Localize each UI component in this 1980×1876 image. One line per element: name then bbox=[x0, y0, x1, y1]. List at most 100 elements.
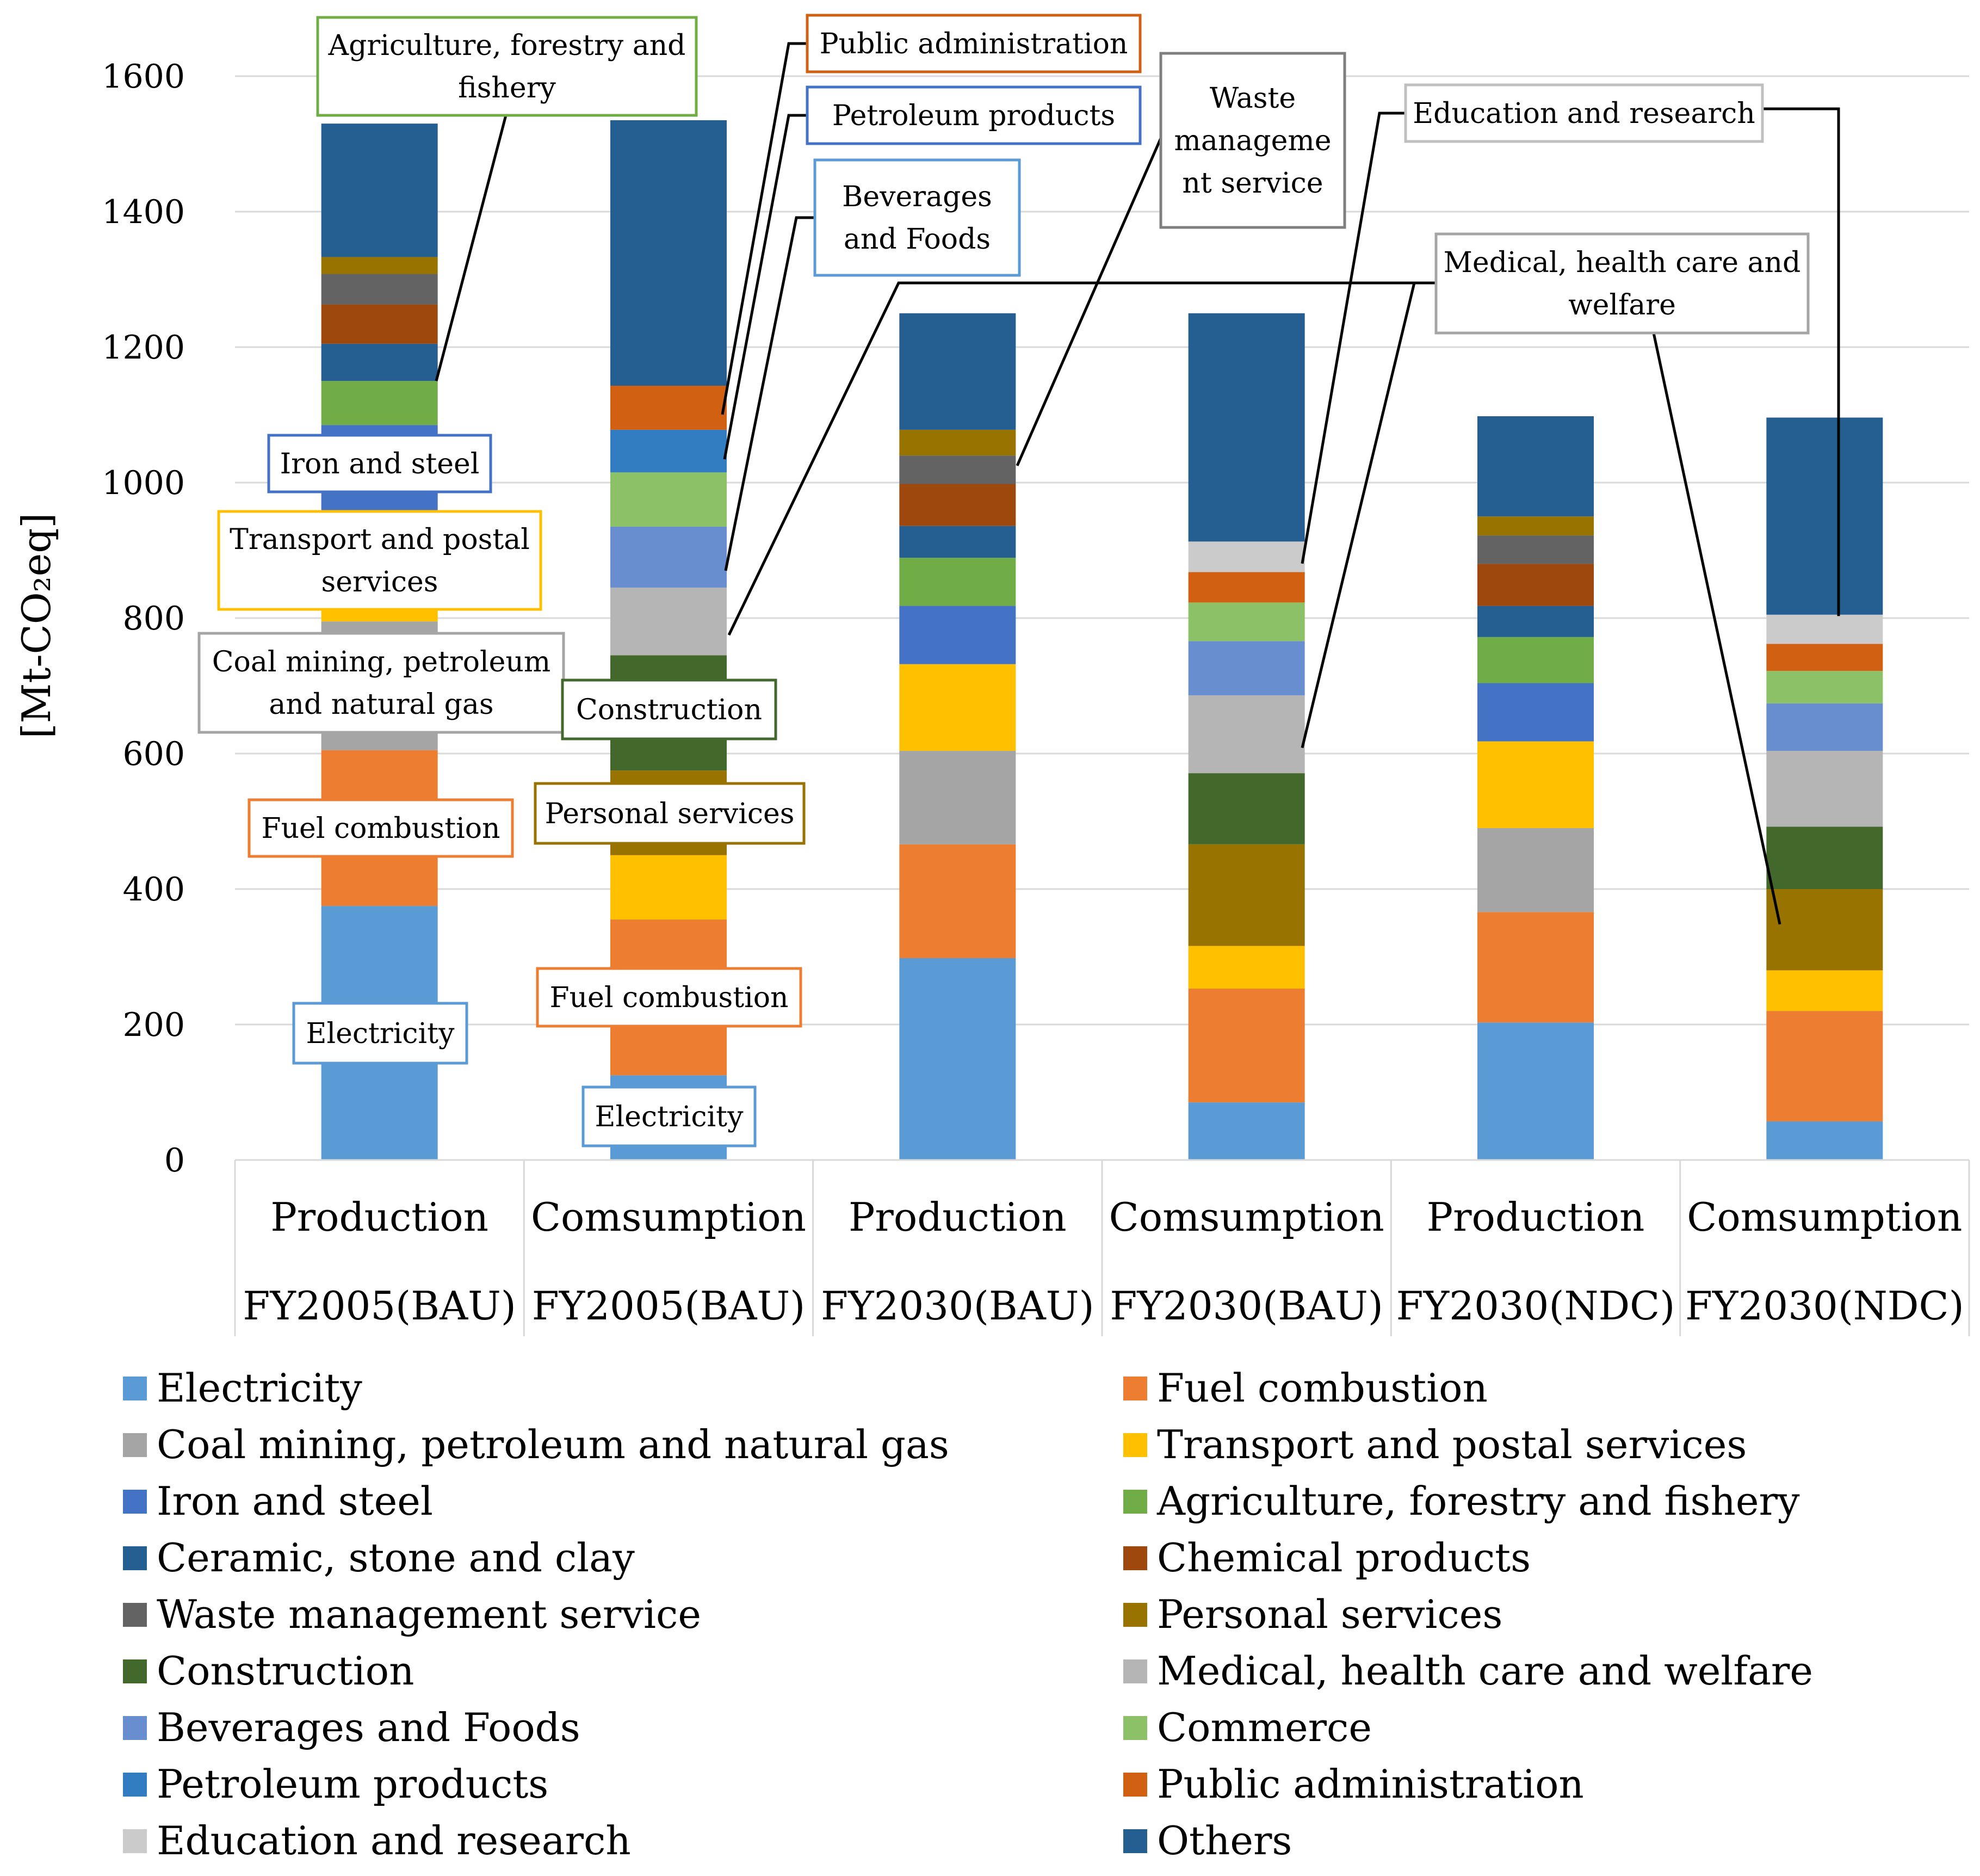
annotation-box-electricity-14 bbox=[292, 1002, 468, 1065]
y-axis-label: [Mt-CO₂eq] bbox=[14, 513, 59, 739]
annotation-box-coal-mining-petroleum-and-natural-gas-9 bbox=[197, 632, 565, 734]
bar-segment-others-5 bbox=[1766, 417, 1883, 615]
legend-label-commerce: Commerce bbox=[1157, 1705, 1372, 1750]
legend-label-iron-and-steel: Iron and steel bbox=[157, 1478, 433, 1524]
y-tick-label-200: 200 bbox=[122, 1006, 185, 1044]
bar-segment-commerce-1 bbox=[610, 472, 727, 527]
bar-segment-fuel-combustion-3 bbox=[1188, 989, 1305, 1103]
legend-swatch-education-and-research bbox=[123, 1829, 147, 1853]
y-tick-label-0: 0 bbox=[164, 1141, 185, 1180]
annotations: Agriculture, forestry and fishery Public a… bbox=[197, 14, 1810, 1147]
legend-swatch-construction bbox=[123, 1659, 147, 1683]
bar-segment-construction-5 bbox=[1766, 826, 1883, 889]
legend-label-electricity: Electricity bbox=[157, 1365, 362, 1411]
x-label-top-5: Comsumption bbox=[1687, 1194, 1962, 1240]
bar-segment-ceramic-stone-and-clay-0 bbox=[321, 343, 438, 381]
annotation-line: Public administration bbox=[820, 28, 1128, 60]
leader-line-education bbox=[1301, 112, 1406, 564]
annotation-line: welfare bbox=[1568, 289, 1676, 322]
bar-segment-chemical-products-0 bbox=[321, 304, 438, 344]
x-label-top-1: Comsumption bbox=[531, 1194, 806, 1240]
leader-line-public-administration bbox=[721, 42, 807, 415]
annotation-line: Petroleum products bbox=[832, 100, 1115, 132]
leader-line-beverages bbox=[724, 216, 815, 571]
bar-segment-beverages-and-foods-5 bbox=[1766, 703, 1883, 751]
x-label-top-0: Production bbox=[270, 1194, 488, 1240]
bar-segment-personal-services-2 bbox=[899, 429, 1016, 456]
annotation-line: Electricity bbox=[595, 1101, 744, 1133]
bar-segment-iron-and-steel-4 bbox=[1477, 683, 1594, 742]
bar-segment-agriculture-forestry-and-fishery-4 bbox=[1477, 637, 1594, 683]
legend-swatch-medical-health-care-and-welfare bbox=[1123, 1659, 1147, 1683]
legend-swatch-transport-and-postal-services bbox=[1123, 1433, 1147, 1457]
annotation-line: services bbox=[321, 566, 438, 598]
legend-label-chemical-products: Chemical products bbox=[1157, 1535, 1531, 1581]
bar-segment-public-administration-3 bbox=[1188, 572, 1305, 603]
annotation-box-waste-management-service-4 bbox=[1159, 52, 1346, 229]
annotation-line: Personal services bbox=[545, 798, 795, 830]
bar-segment-agriculture-forestry-and-fishery-2 bbox=[899, 558, 1016, 606]
bar-segment-coal-mining-petroleum-and-natural-gas-2 bbox=[899, 751, 1016, 844]
legend-label-medical-health-care-and-welfare: Medical, health care and welfare bbox=[1157, 1648, 1813, 1694]
y-tick-label-1600: 1600 bbox=[102, 58, 185, 96]
legend-label-fuel-combustion: Fuel combustion bbox=[1157, 1365, 1488, 1411]
bar-segment-commerce-5 bbox=[1766, 671, 1883, 704]
leader-line-medical-bau bbox=[1301, 281, 1436, 749]
legend-label-personal-services: Personal services bbox=[1157, 1591, 1502, 1637]
legend-label-petroleum-products: Petroleum products bbox=[157, 1761, 548, 1807]
legend-swatch-public-administration bbox=[1123, 1773, 1147, 1797]
y-tick-label-1400: 1400 bbox=[102, 193, 185, 231]
legend-swatch-agriculture-forestry-and-fishery bbox=[1123, 1490, 1147, 1514]
annotation-box-personal-services-11 bbox=[534, 782, 806, 845]
y-tick-label-800: 800 bbox=[122, 600, 185, 638]
x-label-bottom-5: FY2030(NDC) bbox=[1685, 1283, 1964, 1329]
bar-segment-electricity-2 bbox=[899, 958, 1016, 1160]
bar-segment-electricity-5 bbox=[1766, 1121, 1883, 1160]
legend-label-public-administration: Public administration bbox=[1157, 1761, 1584, 1807]
annotation-line: Agriculture, forestry and bbox=[328, 29, 686, 62]
leader-line-education-ndc bbox=[1762, 107, 1840, 616]
bar-segment-beverages-and-foods-1 bbox=[610, 526, 727, 588]
annotation-line: Waste bbox=[1210, 82, 1296, 115]
bar-segment-others-3 bbox=[1188, 313, 1305, 542]
annotation-line: Electricity bbox=[306, 1017, 455, 1050]
legend-swatch-fuel-combustion bbox=[1123, 1377, 1147, 1400]
x-label-bottom-0: FY2005(BAU) bbox=[243, 1283, 516, 1329]
y-tick-label-1200: 1200 bbox=[102, 329, 185, 367]
bar-segment-ceramic-stone-and-clay-2 bbox=[899, 526, 1016, 558]
bar-segment-beverages-and-foods-3 bbox=[1188, 641, 1305, 695]
annotation-text-beverages-and-foods-3: Beverages and Foods bbox=[842, 181, 992, 256]
annotation-line: Education and research bbox=[1413, 97, 1755, 130]
bar-segment-fuel-combustion-2 bbox=[899, 844, 1016, 958]
annotation-text-electricity-15: Electricity bbox=[595, 1101, 744, 1133]
annotation-box-electricity-15 bbox=[581, 1085, 757, 1147]
annotation-line: Construction bbox=[576, 694, 762, 726]
y-tick-label-400: 400 bbox=[122, 871, 185, 909]
bar-segment-construction-3 bbox=[1188, 773, 1305, 844]
legend-label-others: Others bbox=[1157, 1818, 1292, 1863]
bar-segment-commerce-3 bbox=[1188, 602, 1305, 641]
leader-line-petroleum bbox=[723, 114, 807, 460]
legend-swatch-ceramic-stone-and-clay bbox=[123, 1546, 147, 1570]
legend-swatch-personal-services bbox=[1123, 1603, 1147, 1627]
legend-swatch-electricity bbox=[123, 1377, 147, 1400]
legend-label-beverages-and-foods: Beverages and Foods bbox=[157, 1705, 580, 1750]
annotation-box-public-administration-1 bbox=[806, 14, 1142, 73]
legend-swatch-beverages-and-foods bbox=[123, 1716, 147, 1740]
legend-label-ceramic-stone-and-clay: Ceramic, stone and clay bbox=[157, 1535, 635, 1581]
x-axis-labels: Production FY2005(BAU) Comsumption FY2005(B… bbox=[243, 1194, 1964, 1329]
annotation-line: Fuel combustion bbox=[549, 982, 788, 1014]
legend-label-coal-mining-petroleum-and-natural-gas: Coal mining, petroleum and natural gas bbox=[157, 1422, 949, 1467]
annotation-text-medical-health-care-and-welfare-6: Medical, health care and welfare bbox=[1444, 246, 1801, 322]
bar-segment-ceramic-stone-and-clay-4 bbox=[1477, 606, 1594, 637]
x-label-bottom-1: FY2005(BAU) bbox=[532, 1283, 806, 1329]
annotation-line: and natural gas bbox=[269, 688, 493, 721]
annotation-text-public-administration-1: Public administration bbox=[820, 28, 1128, 60]
bar-segment-transport-and-postal-services-5 bbox=[1766, 970, 1883, 1011]
bar-segment-waste-management-service-0 bbox=[321, 274, 438, 305]
annotation-box-education-and-research-5 bbox=[1404, 83, 1764, 143]
annotation-line: Fuel combustion bbox=[261, 812, 500, 845]
legend-swatch-waste-management-service bbox=[123, 1603, 147, 1627]
axes bbox=[234, 1159, 1970, 1336]
